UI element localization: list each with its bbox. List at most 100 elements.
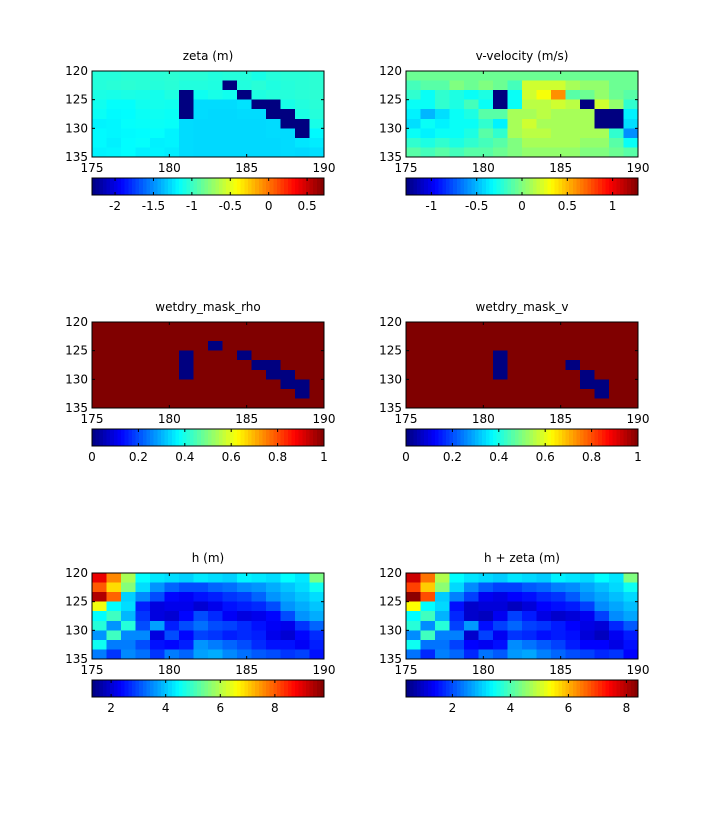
heatmap-cell (280, 109, 296, 120)
heatmap-cell (208, 350, 224, 361)
heatmap-cell (536, 639, 552, 651)
heatmap-cell (164, 118, 180, 129)
heatmap-cell (295, 137, 311, 149)
heatmap-cell (222, 109, 238, 120)
heatmap-cell (193, 341, 209, 352)
y-tick-label: 120 (65, 566, 88, 580)
heatmap-cell (222, 649, 238, 660)
colorbar-segment (431, 680, 436, 697)
colorbar-segment (95, 680, 100, 697)
heatmap-cell (266, 601, 282, 612)
heatmap-cell (164, 582, 180, 593)
heatmap-cell (406, 639, 422, 651)
heatmap-cell (478, 137, 494, 149)
colorbar-segment (200, 429, 205, 446)
heatmap-cell (609, 620, 625, 631)
colorbar-tick-label: 6 (216, 701, 224, 715)
colorbar-tick-label: 1 (634, 450, 642, 464)
heatmap-cell (280, 639, 296, 651)
colorbar-segment (525, 680, 530, 697)
heatmap-cell (420, 80, 436, 91)
heatmap-cell (164, 322, 180, 333)
heatmap-cell (406, 388, 422, 400)
heatmap-cell (536, 350, 552, 361)
heatmap-cell (420, 630, 436, 641)
heatmap-cell (193, 592, 209, 603)
heatmap-cell (251, 71, 267, 82)
colorbar-tick-label: 0.8 (582, 450, 601, 464)
heatmap-cell (135, 360, 151, 371)
heatmap-cell (266, 147, 282, 158)
heatmap-cell (478, 601, 494, 612)
heatmap-cell (551, 128, 567, 139)
heatmap-cell (295, 592, 311, 603)
heatmap-cell (449, 582, 465, 593)
heatmap-cells (406, 71, 639, 158)
y-tick-label: 125 (379, 344, 402, 358)
colorbar-segment (215, 680, 220, 697)
heatmap-cell (594, 582, 610, 593)
colorbar-segment (117, 429, 122, 446)
colorbar-segment (601, 680, 606, 697)
heatmap-cell (164, 80, 180, 91)
heatmap-cell (594, 639, 610, 651)
heatmap-cell (295, 620, 311, 631)
colorbar-segment (208, 429, 213, 446)
y-tick-label: 125 (65, 595, 88, 609)
colorbar-segment (200, 680, 205, 697)
colorbar-segment (594, 429, 599, 446)
colorbar-segment (298, 429, 303, 446)
colorbar-segment (587, 429, 592, 446)
heatmap-cell (179, 601, 195, 612)
heatmap-cell (309, 322, 325, 333)
heatmap-cell (623, 360, 639, 371)
heatmap-cell (449, 592, 465, 603)
heatmap-cell (251, 331, 267, 342)
colorbar-segment (554, 680, 559, 697)
subplot-title: zeta (m) (183, 49, 234, 63)
heatmap-cell (92, 369, 108, 380)
colorbar-segment (153, 680, 158, 697)
colorbar-segment (186, 429, 191, 446)
heatmap-cell (565, 322, 581, 333)
colorbar-tick-label: -2 (109, 199, 121, 213)
colorbar-segment (302, 178, 307, 195)
heatmap-cell (449, 379, 465, 390)
heatmap-cell (580, 99, 596, 110)
heatmap-cell (551, 601, 567, 612)
heatmap-cell (594, 379, 610, 390)
heatmap-cell (420, 388, 436, 400)
colorbar-tick-label: 4 (507, 701, 515, 715)
colorbar-segment (413, 429, 418, 446)
colorbar-segment (193, 178, 198, 195)
heatmap-cell (551, 388, 567, 400)
heatmap-cell (237, 620, 253, 631)
heatmap-cell (222, 398, 238, 409)
colorbar-segment (536, 680, 541, 697)
heatmap-cell (609, 379, 625, 390)
colorbar-segment (482, 178, 487, 195)
colorbar-segment (295, 429, 300, 446)
colorbar-segment (124, 178, 129, 195)
heatmap-cell (522, 639, 538, 651)
heatmap-cell (135, 322, 151, 333)
heatmap-cell (580, 90, 596, 101)
heatmap-cell (280, 582, 296, 593)
heatmap-cell (609, 611, 625, 622)
heatmap-cell (493, 639, 509, 651)
heatmap-cell (522, 90, 538, 101)
colorbar-segment (518, 680, 523, 697)
colorbar-segment (406, 178, 411, 195)
colorbar-segment (262, 178, 267, 195)
heatmap-cell (135, 99, 151, 110)
heatmap-cell (449, 128, 465, 139)
colorbar-segment (431, 178, 436, 195)
heatmap-cell (280, 601, 296, 612)
heatmap-cell (309, 611, 325, 622)
heatmap-cell (551, 369, 567, 380)
heatmap-cell (478, 341, 494, 352)
x-tick-label: 180 (472, 161, 495, 175)
colorbar-segment (182, 429, 187, 446)
heatmap-cell (266, 630, 282, 641)
